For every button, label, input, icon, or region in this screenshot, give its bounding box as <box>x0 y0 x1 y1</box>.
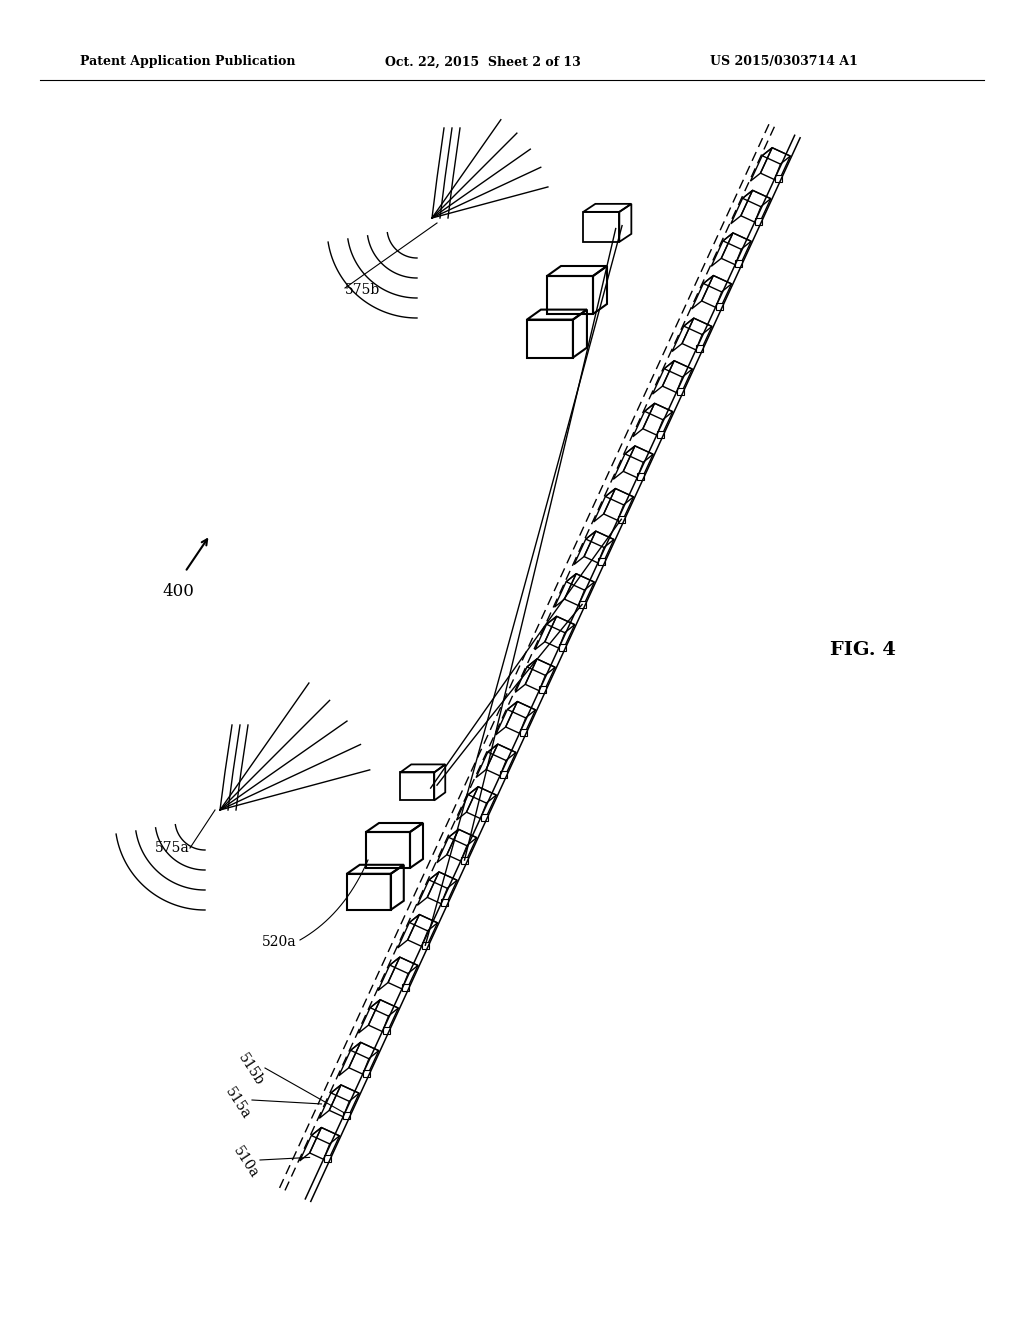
Polygon shape <box>755 218 762 224</box>
Text: 510a: 510a <box>230 1143 261 1180</box>
Polygon shape <box>480 814 487 821</box>
Text: Patent Application Publication: Patent Application Publication <box>80 55 296 69</box>
Polygon shape <box>617 516 625 523</box>
Polygon shape <box>402 985 410 991</box>
Polygon shape <box>364 1069 370 1077</box>
Text: 520a: 520a <box>262 935 297 949</box>
Polygon shape <box>422 941 429 949</box>
Text: 575a: 575a <box>155 841 189 855</box>
Polygon shape <box>324 1155 331 1162</box>
Polygon shape <box>559 644 566 651</box>
Polygon shape <box>461 857 468 863</box>
Polygon shape <box>383 1027 389 1034</box>
Polygon shape <box>441 899 449 906</box>
Text: Oct. 22, 2015  Sheet 2 of 13: Oct. 22, 2015 Sheet 2 of 13 <box>385 55 581 69</box>
Polygon shape <box>540 686 547 693</box>
Polygon shape <box>657 430 664 437</box>
Text: 575b: 575b <box>345 282 380 297</box>
Polygon shape <box>696 346 703 352</box>
Polygon shape <box>500 771 507 779</box>
Polygon shape <box>735 260 742 267</box>
Polygon shape <box>598 558 605 565</box>
Text: FIG. 4: FIG. 4 <box>830 642 896 659</box>
Polygon shape <box>677 388 684 395</box>
Polygon shape <box>637 473 644 480</box>
Polygon shape <box>343 1113 350 1119</box>
Text: 515b: 515b <box>234 1052 266 1089</box>
Text: 400: 400 <box>162 583 194 601</box>
Polygon shape <box>774 176 781 182</box>
Polygon shape <box>716 302 723 310</box>
Polygon shape <box>579 601 586 609</box>
Polygon shape <box>520 729 526 735</box>
Text: 515a: 515a <box>222 1085 253 1122</box>
Text: US 2015/0303714 A1: US 2015/0303714 A1 <box>710 55 858 69</box>
